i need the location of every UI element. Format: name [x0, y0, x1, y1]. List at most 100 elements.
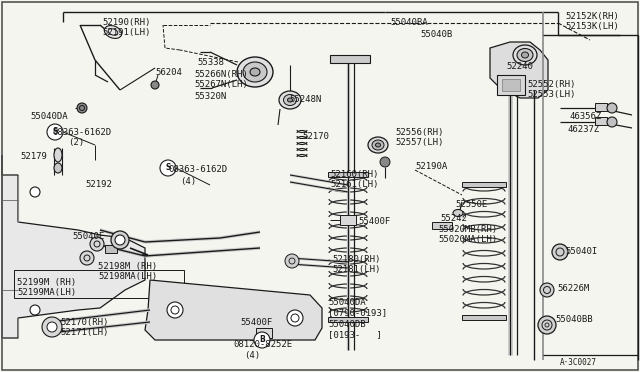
- Text: 08120-8252E: 08120-8252E: [233, 340, 292, 349]
- Ellipse shape: [104, 26, 122, 38]
- Bar: [595, 117, 607, 125]
- Text: 55400F: 55400F: [358, 217, 390, 226]
- Text: 52170(RH): 52170(RH): [60, 318, 108, 327]
- Text: 52152K(RH): 52152K(RH): [565, 12, 619, 21]
- Text: (4): (4): [244, 351, 260, 360]
- Circle shape: [285, 254, 299, 268]
- Text: 56226M: 56226M: [557, 284, 589, 293]
- Ellipse shape: [517, 48, 533, 61]
- Text: 08363-6162D: 08363-6162D: [168, 165, 227, 174]
- Circle shape: [80, 251, 94, 265]
- Circle shape: [77, 103, 87, 113]
- Text: 46237Z: 46237Z: [567, 125, 599, 134]
- Ellipse shape: [522, 52, 529, 58]
- Text: 52179: 52179: [20, 152, 47, 161]
- Text: 52190(RH): 52190(RH): [102, 18, 150, 27]
- Text: [0790-0193]: [0790-0193]: [328, 308, 387, 317]
- Circle shape: [90, 237, 104, 251]
- Text: 52171(LH): 52171(LH): [60, 328, 108, 337]
- Ellipse shape: [279, 91, 301, 109]
- Text: 55040I: 55040I: [565, 247, 597, 256]
- Circle shape: [151, 81, 159, 89]
- Text: 55040BA: 55040BA: [390, 18, 428, 27]
- Ellipse shape: [368, 137, 388, 153]
- Text: 52160(RH): 52160(RH): [330, 170, 378, 179]
- Text: 52170: 52170: [302, 132, 329, 141]
- Text: S: S: [52, 128, 58, 137]
- Bar: [462, 315, 506, 320]
- Ellipse shape: [284, 94, 296, 106]
- Bar: [330, 55, 370, 63]
- Text: 52556(RH): 52556(RH): [395, 128, 444, 137]
- Text: 55320N: 55320N: [194, 92, 227, 101]
- Text: 52180(RH): 52180(RH): [332, 255, 380, 264]
- Text: (4): (4): [180, 177, 196, 186]
- Bar: [105, 245, 117, 253]
- Ellipse shape: [513, 45, 537, 65]
- Circle shape: [167, 302, 183, 318]
- Text: S: S: [165, 164, 171, 173]
- Text: 52550E: 52550E: [455, 200, 487, 209]
- Circle shape: [538, 316, 556, 334]
- Ellipse shape: [243, 62, 267, 82]
- Text: 56204: 56204: [155, 68, 182, 77]
- Text: 55266N(RH): 55266N(RH): [194, 70, 248, 79]
- Text: 52191(LH): 52191(LH): [102, 28, 150, 37]
- Bar: [432, 222, 452, 229]
- Polygon shape: [145, 280, 322, 340]
- Bar: [328, 172, 368, 177]
- Text: 52199MA(LH): 52199MA(LH): [17, 288, 76, 297]
- Text: 55338: 55338: [197, 58, 224, 67]
- Text: 52240: 52240: [506, 62, 533, 71]
- Bar: [497, 75, 525, 95]
- Ellipse shape: [54, 148, 62, 162]
- Text: 55267N(LH): 55267N(LH): [194, 80, 248, 89]
- Text: 55020MA(LH): 55020MA(LH): [438, 235, 497, 244]
- Text: 52198MA(LH): 52198MA(LH): [98, 272, 157, 281]
- Bar: [462, 182, 506, 187]
- Circle shape: [30, 305, 40, 315]
- Polygon shape: [490, 42, 548, 98]
- Circle shape: [42, 317, 62, 337]
- Circle shape: [115, 235, 125, 245]
- Text: 55242: 55242: [440, 214, 467, 223]
- Circle shape: [540, 283, 554, 297]
- Text: 52198M (RH): 52198M (RH): [98, 262, 157, 271]
- Text: 55040DB: 55040DB: [328, 320, 365, 329]
- Text: B: B: [259, 336, 265, 344]
- Bar: [502, 79, 520, 91]
- Text: 52199M (RH): 52199M (RH): [17, 278, 76, 287]
- Circle shape: [380, 157, 390, 167]
- Text: 52552(RH): 52552(RH): [527, 80, 575, 89]
- Ellipse shape: [453, 209, 463, 217]
- Text: [0193-   ]: [0193- ]: [328, 330, 381, 339]
- Circle shape: [607, 103, 617, 113]
- Circle shape: [111, 231, 129, 249]
- Circle shape: [287, 310, 303, 326]
- Ellipse shape: [54, 163, 62, 173]
- Text: 52553(LH): 52553(LH): [527, 90, 575, 99]
- Text: 55040B: 55040B: [420, 30, 452, 39]
- Text: 55040BB: 55040BB: [555, 315, 593, 324]
- Circle shape: [160, 160, 176, 176]
- Text: (2): (2): [68, 138, 84, 147]
- Bar: [340, 215, 356, 225]
- Bar: [14, 270, 184, 298]
- Bar: [595, 103, 607, 111]
- Circle shape: [47, 322, 57, 332]
- Bar: [256, 328, 272, 338]
- Ellipse shape: [250, 68, 260, 76]
- Circle shape: [47, 124, 63, 140]
- Text: 52557(LH): 52557(LH): [395, 138, 444, 147]
- Ellipse shape: [287, 98, 292, 102]
- Text: 52153K(LH): 52153K(LH): [565, 22, 619, 31]
- Text: A·3C0027: A·3C0027: [560, 358, 597, 367]
- Text: 52192: 52192: [85, 180, 112, 189]
- Text: 52190A: 52190A: [415, 162, 447, 171]
- Text: 55040DA: 55040DA: [328, 298, 365, 307]
- Text: 55040E: 55040E: [72, 232, 104, 241]
- Text: 52181(LH): 52181(LH): [332, 265, 380, 274]
- Ellipse shape: [237, 57, 273, 87]
- Circle shape: [254, 332, 270, 348]
- Polygon shape: [2, 155, 145, 338]
